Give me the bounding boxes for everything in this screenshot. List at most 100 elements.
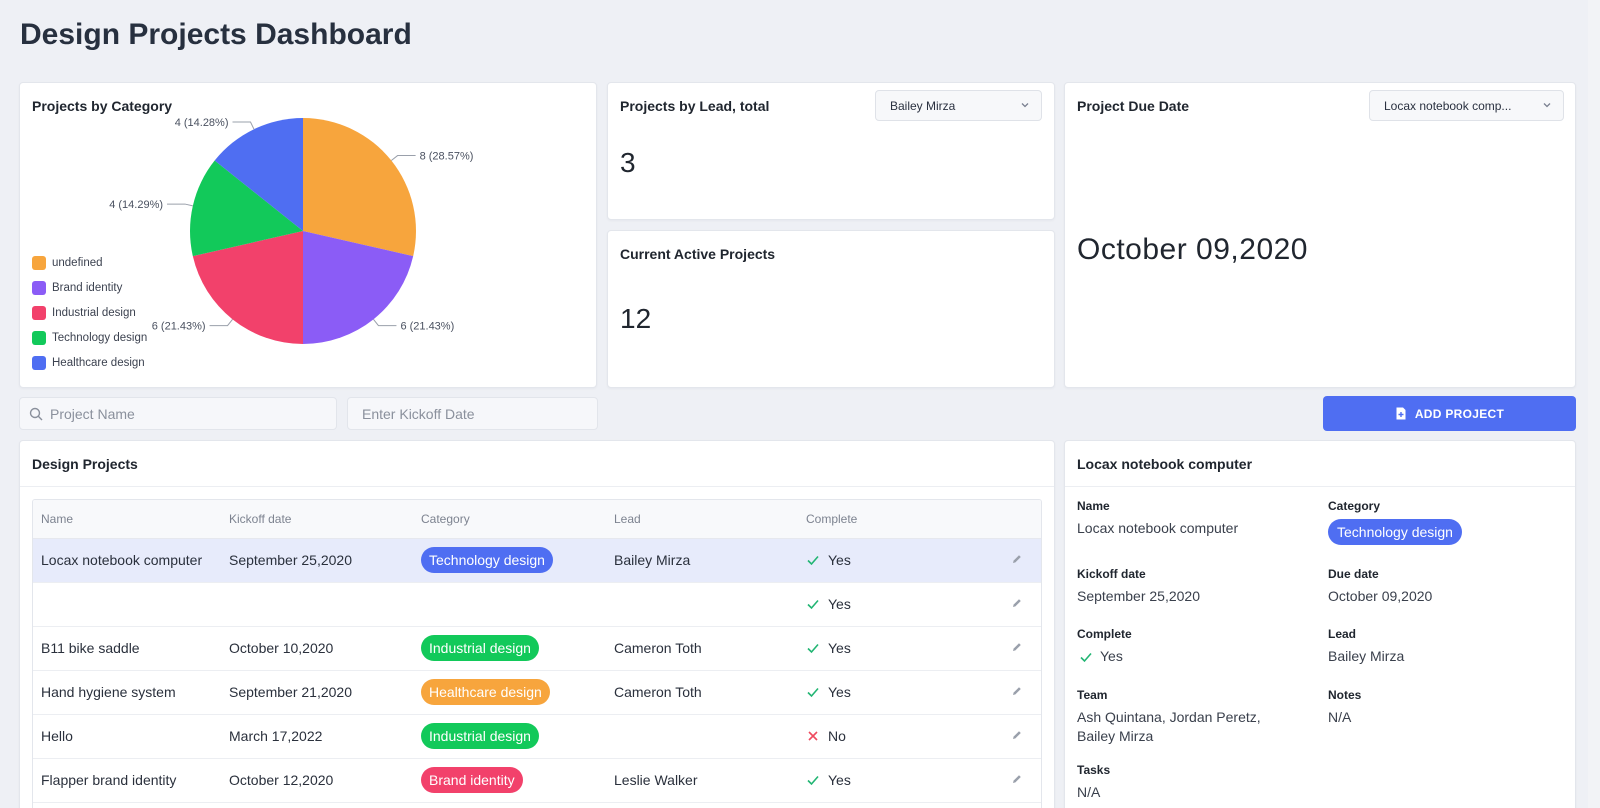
detail-tasks-label: Tasks <box>1077 763 1111 777</box>
project-detail-card: Locax notebook computer Name Locax noteb… <box>1064 440 1576 808</box>
detail-kickoff-field: Kickoff date September 25,2020 <box>1077 567 1200 606</box>
pencil-icon[interactable] <box>1011 597 1023 609</box>
check-icon <box>807 687 819 698</box>
pie-slice[interactable] <box>190 160 303 257</box>
table-row[interactable]: Locax notebook computer September 25,2020… <box>33 538 1041 583</box>
cell-kickoff: October 10,2020 <box>221 626 413 671</box>
column-header-name[interactable]: Name <box>33 500 221 539</box>
pencil-icon[interactable] <box>1011 553 1023 565</box>
table-row[interactable]: Flapper brand identity October 12,2020 Bra… <box>33 758 1041 803</box>
pie-slice[interactable] <box>303 118 416 257</box>
legend-swatch <box>32 255 46 270</box>
cell-category: Industrial design <box>413 626 606 671</box>
pie-label-leader <box>391 155 416 161</box>
detail-team-label: Team <box>1077 688 1108 702</box>
chevron-down-icon <box>1021 103 1029 108</box>
table-row[interactable]: Hello March 17,2022 Industrial design No <box>33 714 1041 759</box>
cell-lead <box>606 714 798 759</box>
divider <box>20 486 1054 487</box>
cell-complete: Yes <box>798 538 978 583</box>
project-select[interactable]: Locax notebook comp... <box>1369 90 1564 121</box>
cell-name: Hand hygiene system <box>33 670 221 715</box>
legend-item[interactable]: Industrial design <box>32 300 147 325</box>
column-header-kickoff[interactable]: Kickoff date <box>221 500 413 539</box>
kickoff-date-placeholder: Enter Kickoff Date <box>362 405 475 422</box>
complete-value: Yes <box>828 596 851 612</box>
current-card-title: Current Active Projects <box>620 246 776 262</box>
category-badge: Brand identity <box>421 767 523 793</box>
projects-by-category-card: 8 (28.57%) 6 (21.43%) 6 (21.43%) 4 (14.29%)… <box>19 82 597 388</box>
cell-category: Healthcare design <box>413 670 606 715</box>
column-header-category[interactable]: Category <box>413 500 606 539</box>
cell-category: Industrial design <box>413 714 606 759</box>
cell-name: Locax notebook computer <box>33 538 221 583</box>
cell-complete: Yes <box>798 582 978 627</box>
pencil-icon[interactable] <box>1011 685 1023 697</box>
detail-complete-field: Complete Yes <box>1077 627 1132 666</box>
project-name-placeholder: Project Name <box>50 405 135 422</box>
pencil-icon[interactable] <box>1011 641 1023 653</box>
cell-complete <box>798 802 978 808</box>
legend-item[interactable]: Brand identity <box>32 275 147 300</box>
complete-value: No <box>828 728 846 744</box>
detail-due-label: Due date <box>1328 567 1379 581</box>
lead-select-value: Bailey Mirza <box>890 98 956 113</box>
legend-swatch <box>32 355 46 370</box>
cell-lead: Cameron Toth <box>606 670 798 715</box>
pie-slice[interactable] <box>214 118 303 231</box>
kickoff-date-input[interactable]: Enter Kickoff Date <box>347 397 598 430</box>
divider <box>1065 486 1575 487</box>
current-active-projects-card: Current Active Projects 12 <box>607 230 1055 388</box>
detail-name-label: Name <box>1077 499 1110 513</box>
table-row[interactable]: B11 bike saddle October 10,2020 Industrial… <box>33 626 1041 671</box>
detail-category-badge: Technology design <box>1328 519 1462 545</box>
detail-notes-field: Notes N/A <box>1328 688 1361 727</box>
add-project-button[interactable]: ADD PROJECT <box>1323 396 1576 431</box>
cell-complete: No <box>798 714 978 759</box>
pencil-icon[interactable] <box>1011 773 1023 785</box>
table-row[interactable]: Yes <box>33 582 1041 627</box>
page-scrollbar[interactable] <box>1588 0 1600 808</box>
detail-complete-value: Yes <box>1100 648 1123 664</box>
cell-complete: Yes <box>798 670 978 715</box>
project-name-search[interactable]: Project Name <box>19 397 337 430</box>
legend-item[interactable]: Technology design <box>32 325 147 350</box>
projects-by-lead-card: Projects by Lead, total Bailey Mirza 3 <box>607 82 1055 220</box>
legend-label: Industrial design <box>52 306 136 319</box>
table-row[interactable]: Hand hygiene system September 21,2020 Heal… <box>33 670 1041 715</box>
search-icon <box>29 407 43 421</box>
table-row[interactable]: 443 Huntington brand <box>33 802 1041 808</box>
column-header-complete[interactable]: Complete <box>798 500 978 539</box>
document-add-icon <box>1396 407 1406 420</box>
cell-actions <box>978 670 1041 715</box>
pie-data-label: 8 (28.57%) <box>420 151 474 163</box>
detail-category-label: Category <box>1328 499 1381 513</box>
pie-slice[interactable] <box>303 231 414 344</box>
pencil-icon[interactable] <box>1011 729 1023 741</box>
legend-item[interactable]: Healthcare design <box>32 350 147 375</box>
cell-lead: Bailey Mirza <box>606 538 798 583</box>
complete-status: Yes <box>806 759 978 802</box>
detail-name-value: Locax notebook computer <box>1077 520 1239 536</box>
complete-status: Yes <box>806 671 978 714</box>
lead-select[interactable]: Bailey Mirza <box>875 90 1042 121</box>
current-active-value: 12 <box>620 303 652 334</box>
category-badge: Healthcare design <box>421 679 550 705</box>
pie-slice[interactable] <box>192 231 303 344</box>
detail-team-value-line2: Bailey Mirza <box>1077 728 1154 744</box>
lead-total-value: 3 <box>620 147 636 178</box>
pie-label-leader <box>232 121 255 130</box>
detail-notes-value: N/A <box>1328 709 1352 725</box>
cell-lead: Cameron Toth <box>606 626 798 671</box>
column-header-lead[interactable]: Lead <box>606 500 798 539</box>
legend-item[interactable]: undefined <box>32 250 147 275</box>
complete-status: Yes <box>806 627 978 670</box>
detail-team-value-line1: Ash Quintana, Jordan Peretz, <box>1077 709 1261 725</box>
legend-label: Healthcare design <box>52 356 145 369</box>
complete-status: No <box>806 715 978 758</box>
category-badge: Industrial design <box>421 723 539 749</box>
cell-complete: Yes <box>798 626 978 671</box>
complete-value: Yes <box>828 684 851 700</box>
add-project-label: ADD PROJECT <box>1414 406 1505 421</box>
cell-kickoff <box>221 802 413 808</box>
